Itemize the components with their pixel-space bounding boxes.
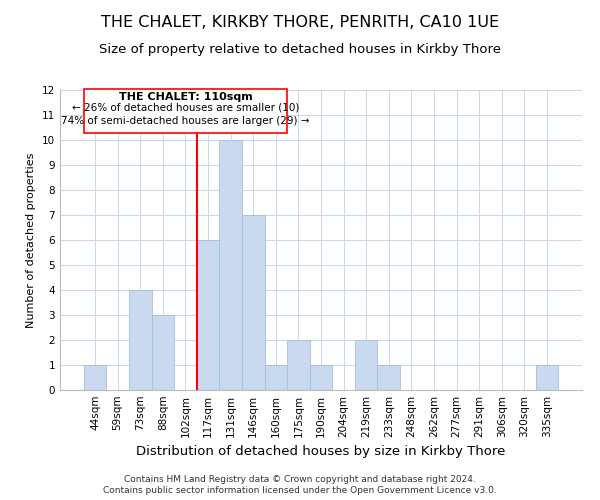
FancyBboxPatch shape bbox=[84, 89, 287, 132]
Text: Contains HM Land Registry data © Crown copyright and database right 2024.: Contains HM Land Registry data © Crown c… bbox=[124, 475, 476, 484]
Text: Size of property relative to detached houses in Kirkby Thore: Size of property relative to detached ho… bbox=[99, 42, 501, 56]
Text: Contains public sector information licensed under the Open Government Licence v3: Contains public sector information licen… bbox=[103, 486, 497, 495]
Bar bbox=[152, 315, 174, 390]
Bar bbox=[265, 365, 287, 390]
Bar bbox=[287, 340, 310, 390]
Text: ← 26% of detached houses are smaller (10): ← 26% of detached houses are smaller (10… bbox=[72, 103, 299, 113]
Bar bbox=[84, 365, 106, 390]
Bar bbox=[129, 290, 152, 390]
Text: THE CHALET: 110sqm: THE CHALET: 110sqm bbox=[119, 92, 252, 102]
X-axis label: Distribution of detached houses by size in Kirkby Thore: Distribution of detached houses by size … bbox=[136, 446, 506, 458]
Bar bbox=[310, 365, 332, 390]
Bar bbox=[197, 240, 220, 390]
Text: THE CHALET, KIRKBY THORE, PENRITH, CA10 1UE: THE CHALET, KIRKBY THORE, PENRITH, CA10 … bbox=[101, 15, 499, 30]
Y-axis label: Number of detached properties: Number of detached properties bbox=[26, 152, 37, 328]
Bar bbox=[355, 340, 377, 390]
Bar bbox=[242, 215, 265, 390]
Text: 74% of semi-detached houses are larger (29) →: 74% of semi-detached houses are larger (… bbox=[61, 116, 310, 126]
Bar bbox=[220, 140, 242, 390]
Bar bbox=[377, 365, 400, 390]
Bar bbox=[536, 365, 558, 390]
